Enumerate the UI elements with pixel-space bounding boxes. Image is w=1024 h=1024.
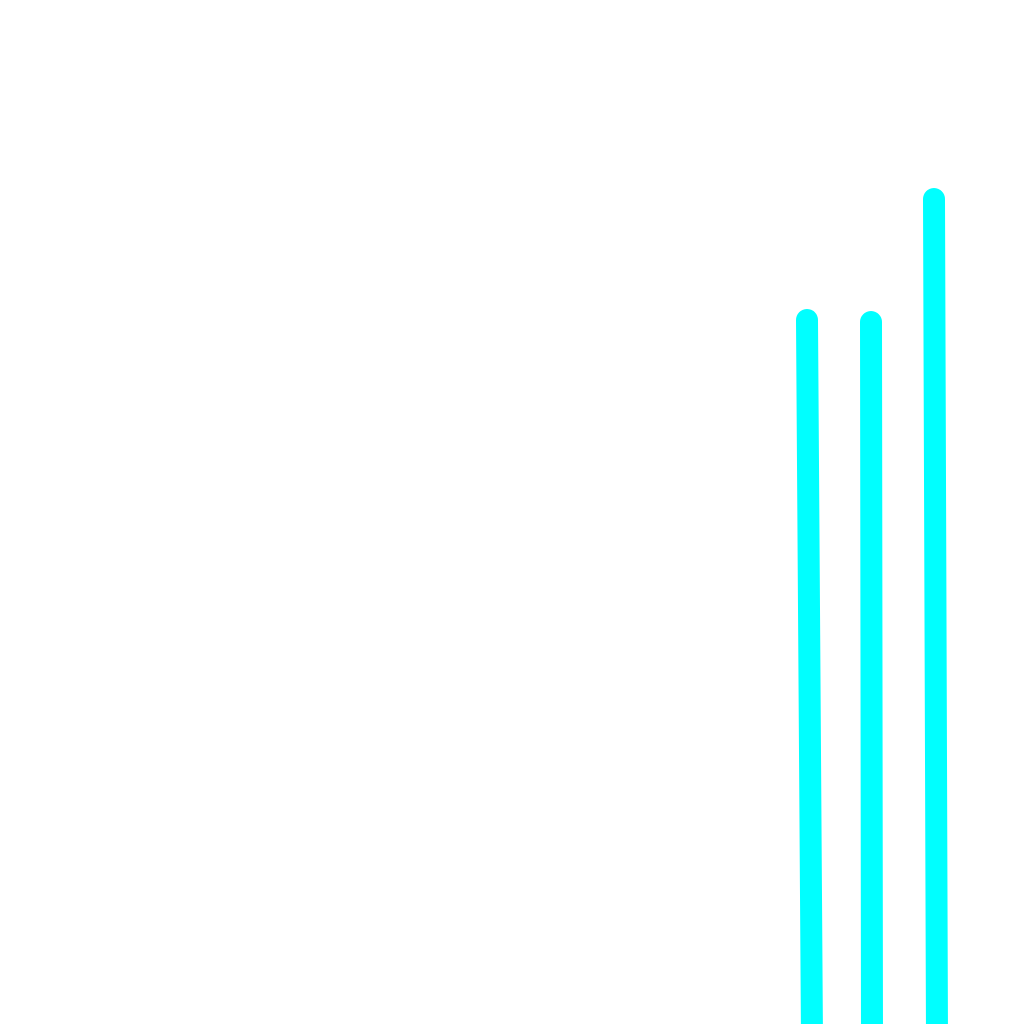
vertical-stroke-left [796, 309, 823, 1024]
vertical-stroke-right [923, 188, 948, 1024]
vertical-stroke-middle [860, 311, 883, 1024]
